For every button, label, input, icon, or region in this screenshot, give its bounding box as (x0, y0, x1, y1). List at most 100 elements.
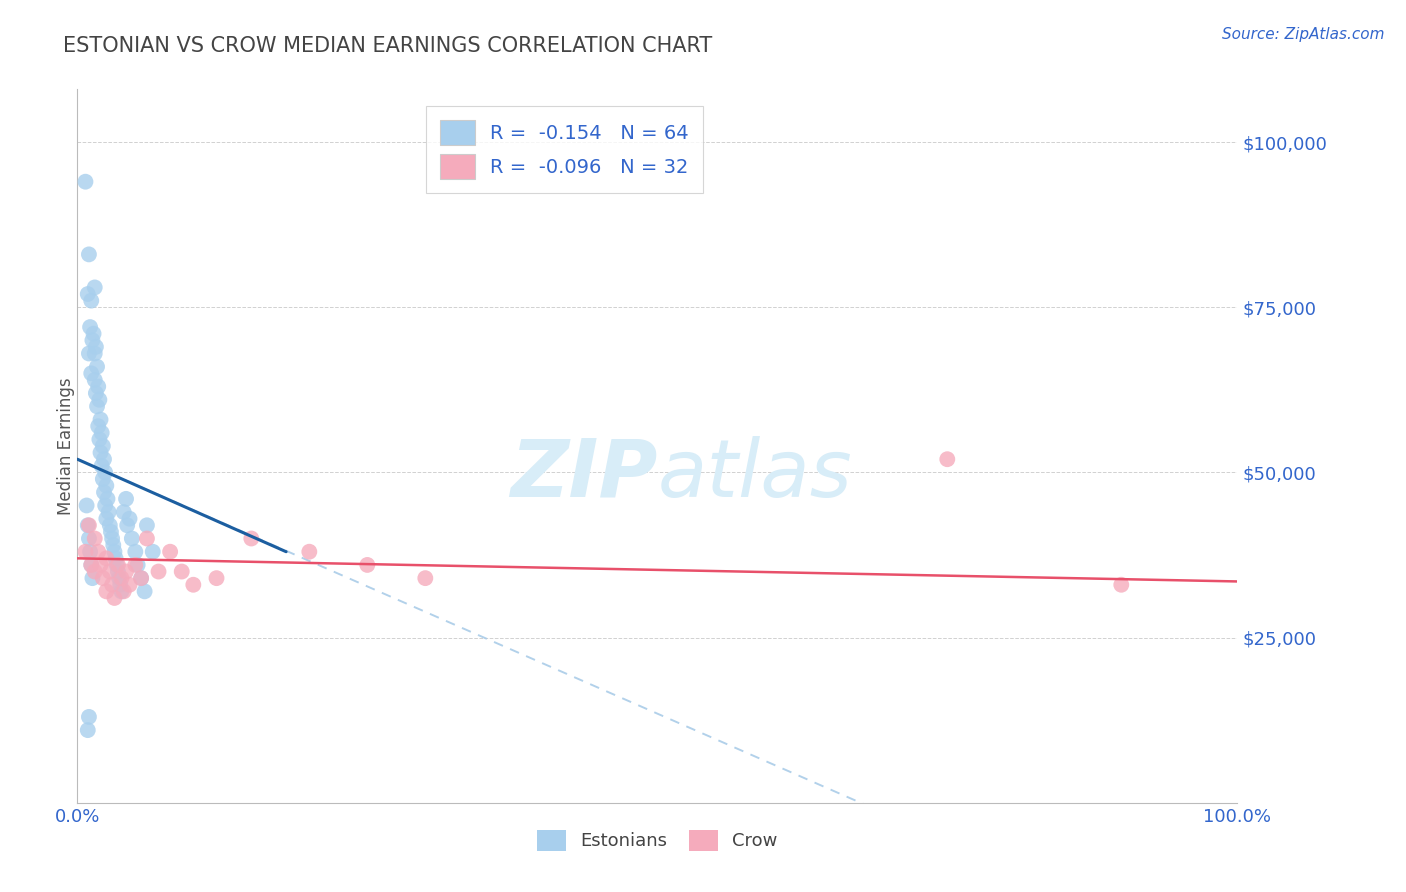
Estonians (80, 293, 103, 308)
Estonians (135, 518, 157, 533)
Estonians (76, 723, 98, 738)
Estonians (103, 545, 125, 559)
Crow (80, 558, 103, 572)
Estonians (118, 511, 141, 525)
Estonians (93, 485, 115, 500)
Crow (298, 545, 321, 559)
Estonians (94, 499, 117, 513)
Crow (356, 558, 378, 572)
Estonians (112, 505, 135, 519)
Estonians (77, 346, 100, 360)
Crow (118, 578, 141, 592)
Estonians (91, 439, 114, 453)
Estonians (110, 584, 132, 599)
Crow (107, 558, 129, 572)
Estonians (83, 326, 105, 341)
Estonians (121, 532, 143, 546)
Estonians (77, 532, 100, 546)
Crow (148, 565, 170, 579)
Estonians (108, 571, 131, 585)
Estonians (75, 175, 97, 189)
Estonians (82, 571, 104, 585)
Estonians (90, 445, 111, 459)
Estonians (96, 478, 118, 492)
Crow (83, 565, 105, 579)
Estonians (98, 518, 121, 533)
Estonians (89, 433, 111, 447)
Crow (96, 584, 118, 599)
Crow (101, 578, 124, 592)
Crow (159, 545, 181, 559)
Crow (115, 565, 138, 579)
Estonians (115, 491, 138, 506)
Estonians (77, 710, 100, 724)
Crow (1111, 578, 1133, 592)
Crow (91, 571, 114, 585)
Crow (77, 518, 100, 533)
Estonians (110, 578, 132, 592)
Estonians (101, 532, 124, 546)
Estonians (76, 287, 98, 301)
Estonians (127, 558, 149, 572)
Estonians (86, 400, 108, 414)
Estonians (134, 584, 156, 599)
Estonians (107, 565, 129, 579)
Estonians (142, 545, 165, 559)
Text: ESTONIAN VS CROW MEDIAN EARNINGS CORRELATION CHART: ESTONIAN VS CROW MEDIAN EARNINGS CORRELA… (63, 36, 713, 55)
Estonians (84, 386, 107, 401)
Crow (98, 565, 121, 579)
Text: Source: ZipAtlas.com: Source: ZipAtlas.com (1222, 27, 1385, 42)
Estonians (91, 472, 114, 486)
Crow (124, 558, 146, 572)
Estonians (82, 333, 104, 347)
Estonians (129, 571, 152, 585)
Crow (135, 532, 157, 546)
Estonians (104, 551, 127, 566)
Estonians (97, 505, 120, 519)
Crow (75, 545, 97, 559)
Estonians (89, 392, 111, 407)
Crow (413, 571, 436, 585)
Crow (87, 545, 110, 559)
Estonians (84, 340, 107, 354)
Estonians (93, 452, 115, 467)
Estonians (100, 524, 122, 539)
Crow (112, 584, 135, 599)
Estonians (115, 518, 138, 533)
Estonians (76, 518, 98, 533)
Text: atlas: atlas (658, 435, 852, 514)
Estonians (83, 373, 105, 387)
Estonians (86, 359, 108, 374)
Crow (205, 571, 228, 585)
Crow (96, 551, 118, 566)
Estonians (80, 558, 103, 572)
Crow (83, 532, 105, 546)
Estonians (94, 466, 117, 480)
Estonians (90, 425, 112, 440)
Crow (936, 452, 959, 467)
Estonians (79, 545, 101, 559)
Crow (90, 558, 111, 572)
Estonians (90, 458, 112, 473)
Legend: Estonians, Crow: Estonians, Crow (530, 822, 785, 858)
Estonians (79, 320, 101, 334)
Estonians (87, 419, 110, 434)
Crow (183, 578, 205, 592)
Estonians (83, 280, 105, 294)
Text: ZIP: ZIP (510, 435, 658, 514)
Estonians (76, 499, 98, 513)
Estonians (80, 367, 103, 381)
Crow (110, 571, 132, 585)
Crow (170, 565, 193, 579)
Estonians (87, 379, 110, 393)
Crow (240, 532, 263, 546)
Crow (129, 571, 152, 585)
Estonians (105, 558, 128, 572)
Estonians (96, 511, 118, 525)
Crow (103, 591, 125, 605)
Y-axis label: Median Earnings: Median Earnings (58, 377, 75, 515)
Estonians (83, 346, 105, 360)
Estonians (96, 491, 118, 506)
Estonians (124, 545, 146, 559)
Estonians (77, 247, 100, 261)
